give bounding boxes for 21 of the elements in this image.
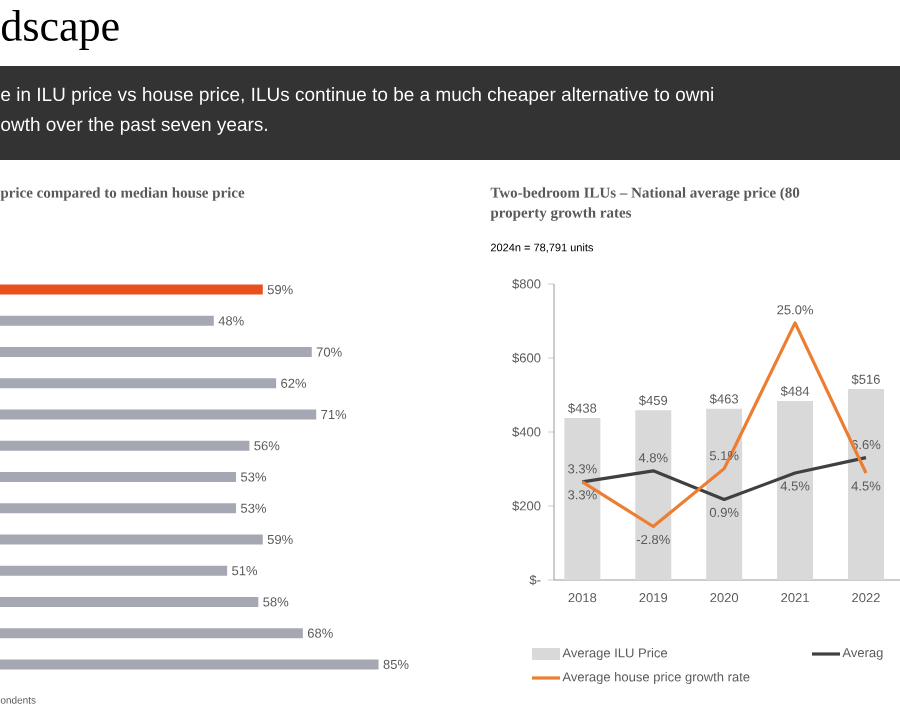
bar — [564, 417, 601, 580]
bar — [0, 284, 263, 295]
bar — [0, 409, 317, 420]
text: dscape — [1, 10, 119, 50]
bar — [0, 378, 277, 389]
bar — [847, 389, 884, 580]
text: owth over the past seven years. — [1, 117, 267, 135]
bar — [0, 565, 228, 576]
bar — [0, 472, 237, 482]
bar — [0, 347, 312, 358]
bar — [0, 315, 214, 326]
bar — [706, 408, 743, 580]
bar — [635, 410, 672, 580]
bar — [0, 503, 237, 514]
bar — [0, 659, 379, 670]
bar — [0, 534, 263, 545]
bar — [777, 400, 814, 580]
bar — [0, 628, 303, 639]
bar — [0, 440, 250, 451]
bar — [0, 596, 259, 607]
text: e in ILU price vs house price, ILUs continue to be a much cheaper alternative to owni — [1, 87, 713, 105]
